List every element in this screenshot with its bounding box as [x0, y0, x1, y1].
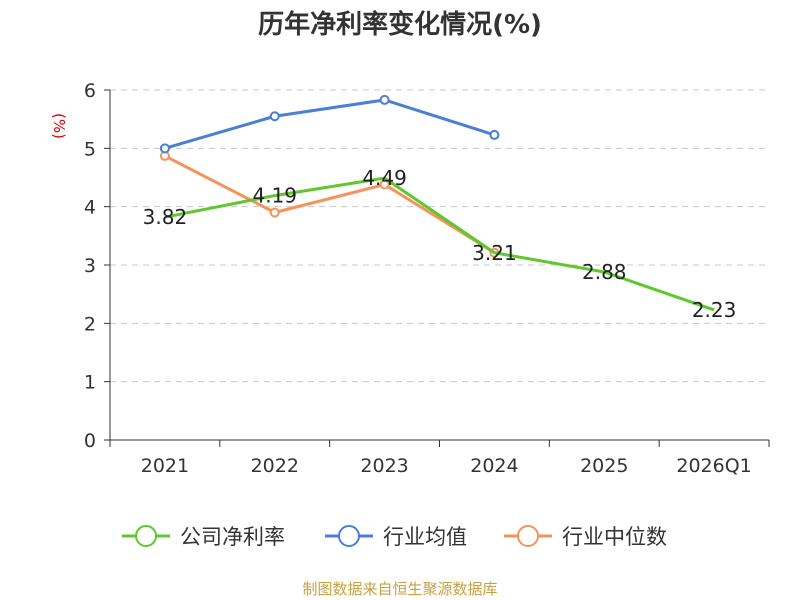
series-line — [164, 154, 496, 255]
x-tick-label: 2022 — [251, 455, 299, 477]
x-tick-label: 2025 — [580, 455, 628, 477]
data-point[interactable] — [489, 129, 500, 140]
legend-label: 行业中位数 — [562, 525, 667, 549]
data-point[interactable] — [159, 143, 170, 154]
data-label: 4.19 — [252, 184, 297, 208]
y-tick-label: 5 — [84, 138, 96, 160]
series-line — [164, 98, 495, 150]
legend-item[interactable]: 行业均值 — [325, 525, 467, 549]
x-tick-label: 2023 — [360, 455, 408, 477]
chart-title: 历年净利率变化情况(%) — [258, 10, 542, 40]
data-label: 3.82 — [143, 205, 188, 229]
data-point[interactable] — [379, 179, 390, 190]
x-tick-label: 2024 — [470, 455, 518, 477]
legend-item[interactable]: 公司净利率 — [122, 525, 285, 549]
data-point[interactable] — [379, 94, 390, 105]
series-lines — [159, 94, 715, 312]
series-line — [164, 176, 715, 312]
axes: 0 1 2 3 4 5 6 2021 2022 2023 2024 2025 2026Q1 — [84, 80, 770, 477]
legend-swatch-marker — [135, 525, 157, 547]
data-point[interactable] — [269, 111, 280, 122]
legend-swatch-marker — [338, 525, 360, 547]
data-label: 2.23 — [692, 298, 737, 322]
data-point[interactable] — [269, 207, 280, 218]
y-tick-label: 3 — [84, 255, 96, 277]
legend[interactable]: 公司净利率 行业均值 行业中位数 — [122, 525, 667, 549]
source-note: 制图数据来自恒生聚源数据库 — [302, 580, 498, 598]
x-tick-label: 2026Q1 — [676, 455, 751, 477]
legend-label: 公司净利率 — [180, 525, 285, 549]
data-label: 4.49 — [362, 166, 407, 190]
y-tick-label: 2 — [84, 313, 96, 335]
data-label: 2.88 — [582, 260, 627, 284]
legend-label: 行业均值 — [383, 525, 467, 549]
grid-lines — [110, 89, 769, 383]
legend-swatch-marker — [517, 525, 539, 547]
y-axis-label: (%) — [50, 113, 68, 139]
y-tick-label: 1 — [84, 372, 96, 394]
y-tick-label: 6 — [84, 80, 96, 102]
x-tick-label: 2021 — [141, 455, 189, 477]
y-tick-label: 0 — [84, 430, 96, 452]
legend-item[interactable]: 行业中位数 — [504, 525, 667, 549]
y-tick-label: 4 — [84, 197, 96, 219]
data-labels: 3.82 4.19 4.49 3.21 2.88 2.23 — [143, 166, 737, 322]
data-label: 3.21 — [472, 241, 517, 265]
